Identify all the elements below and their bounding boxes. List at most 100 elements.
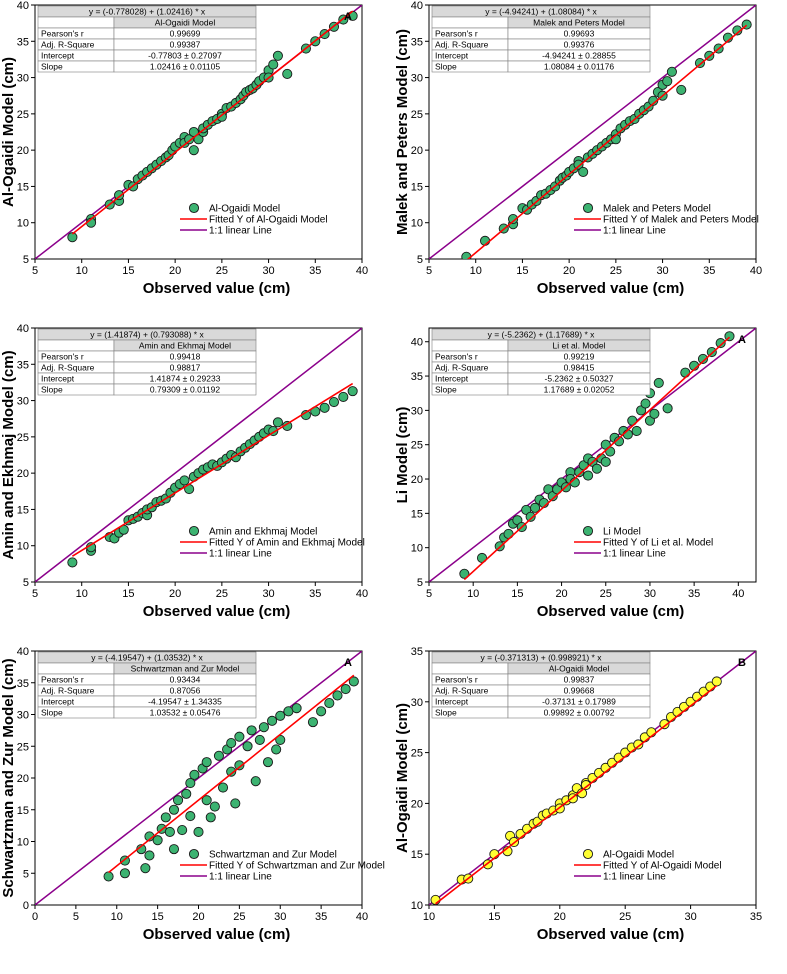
legend-label-fit: Fitted Y of Al-Ogaidi Model xyxy=(603,861,722,872)
stats-label: Slope xyxy=(435,708,457,718)
stats-label: Adj. R-Square xyxy=(435,40,489,50)
stats-value: 0.99668 xyxy=(564,686,595,696)
x-tick-label: 5 xyxy=(426,265,432,277)
x-tick-label: 20 xyxy=(169,588,181,600)
data-point xyxy=(347,386,358,397)
y-tick-label: 40 xyxy=(17,646,29,658)
stats-model-name: Schwartzman and Zur Model xyxy=(131,664,240,674)
stats-value: -0.77803 ± 0.27097 xyxy=(148,51,222,61)
stats-value: -4.19547 ± 1.34335 xyxy=(148,697,222,707)
chart-svg: 10 15 20 25 30 35 10 15 20 25 30 35 Observed value (… xyxy=(394,646,762,943)
data-point xyxy=(193,826,204,838)
stats-value: 0.99837 xyxy=(564,675,595,685)
stats-value: 0.99699 xyxy=(170,29,201,39)
x-axis-title: Observed value (cm) xyxy=(537,280,685,297)
y-tick-label: 30 xyxy=(17,396,29,408)
stats-label: Intercept xyxy=(435,374,469,384)
x-tick-label: 5 xyxy=(32,265,38,277)
data-point xyxy=(332,690,343,701)
y-tick-label: 5 xyxy=(23,254,29,266)
stats-value: 0.98817 xyxy=(170,363,201,373)
legend-marker-points xyxy=(582,202,594,214)
y-tick-label: 10 xyxy=(17,837,29,849)
data-point xyxy=(613,436,625,447)
data-point xyxy=(188,145,199,156)
data-point xyxy=(633,739,644,750)
stats-value: 1.02416 ± 0.01105 xyxy=(150,62,220,72)
data-point xyxy=(600,456,611,467)
x-tick-label: 35 xyxy=(703,265,715,277)
data-point xyxy=(185,811,196,822)
y-tick-label: 15 xyxy=(411,181,423,193)
stats-equation: y = (-0.778028) + (1.02416) * x xyxy=(89,7,206,17)
y-tick-label: 15 xyxy=(411,508,423,520)
plot-area xyxy=(429,328,756,582)
y-tick-label: 35 xyxy=(17,36,29,48)
data-point xyxy=(680,367,691,378)
legend-marker-points xyxy=(188,202,200,214)
y-tick-label: 0 xyxy=(23,900,29,912)
data-point xyxy=(144,850,155,861)
panel-letter: A xyxy=(738,334,746,346)
x-tick-label: 30 xyxy=(274,911,286,923)
data-point xyxy=(291,703,302,714)
data-point xyxy=(152,835,163,846)
stats-header-blank xyxy=(431,16,509,29)
x-tick-label: 35 xyxy=(315,911,327,923)
y-tick-label: 25 xyxy=(17,432,29,444)
stats-label: Adj. R-Square xyxy=(41,686,95,696)
x-tick-label: 20 xyxy=(169,265,181,277)
y-tick-label: 5 xyxy=(23,577,29,589)
plot-area xyxy=(429,651,756,905)
x-tick-label: 30 xyxy=(262,588,274,600)
data-point xyxy=(114,190,125,201)
x-tick-label: 0 xyxy=(32,911,38,923)
stats-value: 1.17689 ± 0.02052 xyxy=(544,385,615,395)
chart-svg: 0 5 10 15 20 25 30 35 40 0 5 10 15 20 25 30 35 40 Observed… xyxy=(0,646,385,943)
y-tick-label: 10 xyxy=(411,900,423,912)
stats-value: -4.94241 ± 0.28855 xyxy=(542,51,616,61)
stats-label: Adj. R-Square xyxy=(435,363,489,373)
x-tick-label: 15 xyxy=(122,588,134,600)
chart-panel-4: 5 10 15 20 25 30 35 40 5 10 15 20 25 30 35 40 Observed v… xyxy=(394,323,787,646)
y-tick-label: 25 xyxy=(411,748,423,760)
data-point xyxy=(258,722,269,733)
data-point xyxy=(246,725,257,736)
y-tick-label: 25 xyxy=(411,440,423,452)
x-tick-label: 20 xyxy=(554,911,566,923)
data-point xyxy=(459,568,470,579)
fit-line xyxy=(71,382,354,557)
stats-label: Intercept xyxy=(435,697,469,707)
chart-svg: 5 10 15 20 25 30 35 40 5 10 15 20 25 30 35 40 Observed v… xyxy=(394,327,757,620)
data-point xyxy=(201,757,212,768)
x-tick-label: 40 xyxy=(750,265,762,277)
x-axis-title: Observed value (cm) xyxy=(537,603,685,620)
data-point xyxy=(573,159,584,170)
stats-value: 0.99376 xyxy=(564,40,595,50)
x-tick-label: 40 xyxy=(356,911,368,923)
fit-line xyxy=(71,10,354,235)
y-tick-label: 25 xyxy=(411,109,423,121)
stats-label: Slope xyxy=(41,708,63,718)
legend-marker-points xyxy=(188,525,200,537)
stats-value: -5.2362 ± 0.50327 xyxy=(545,374,614,384)
stats-table: y = (-0.371313) + (0.998921) * xAl-Ogaid… xyxy=(431,651,651,719)
stats-model-name: Al-Ogaidi Model xyxy=(549,664,610,674)
fit-line xyxy=(108,674,355,874)
x-tick-label: 20 xyxy=(563,265,575,277)
data-point xyxy=(340,684,351,695)
data-point xyxy=(181,788,192,799)
x-tick-label: 10 xyxy=(467,588,479,600)
y-tick-label: 40 xyxy=(17,0,29,12)
y-tick-label: 30 xyxy=(411,73,423,85)
stats-value: 0.99387 xyxy=(170,40,201,50)
stats-value-cell xyxy=(507,706,651,719)
stats-table: y = (-0.778028) + (1.02416) * xAl-Ogaidi… xyxy=(37,5,257,73)
data-point xyxy=(666,66,677,77)
y-tick-label: 5 xyxy=(417,577,423,589)
stats-label: Pearson's r xyxy=(435,352,478,362)
x-tick-label: 20 xyxy=(555,588,567,600)
chart-panel-3: 5 10 15 20 25 30 35 40 5 10 15 20 25 30 35 40 Observed v… xyxy=(0,323,393,646)
